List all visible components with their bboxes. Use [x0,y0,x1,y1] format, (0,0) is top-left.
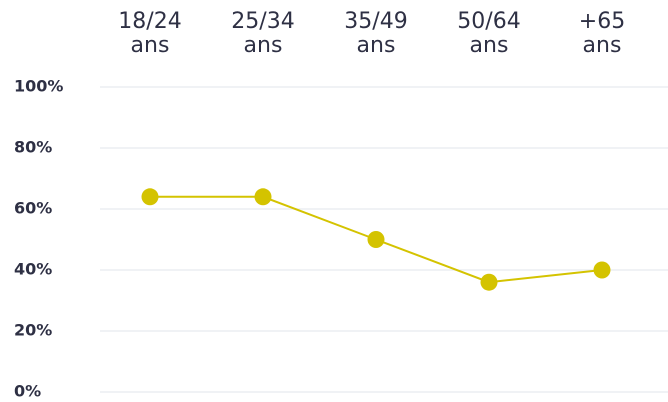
x-tick-label-line: 50/64 [457,9,520,34]
x-tick-label-line: 35/49 [344,9,407,34]
x-tick-label-line: 25/34 [231,9,294,34]
y-tick-label: 40% [14,260,52,279]
x-tick-label-line: ans [583,33,622,58]
y-tick-label: 60% [14,199,52,218]
x-tick-label: 18/24 ans [118,9,181,58]
x-tick-label: 35/49 ans [344,9,407,58]
point [141,188,159,206]
point [593,261,611,279]
point [480,273,498,291]
point [367,231,385,248]
x-tick-label-line: +65 [579,9,625,34]
y-tick-label: 0% [14,382,41,401]
y-tick-label: 80% [14,138,52,157]
y-tick-label: 100% [14,77,63,96]
y-tick-label: 20% [14,321,52,340]
x-tick-label-line: ans [357,33,396,58]
x-tick-label-line: ans [470,33,509,58]
x-tick-label: 50/64 ans [457,9,520,58]
point [254,188,272,206]
x-tick-label-line: ans [131,33,170,58]
x-tick-label: +65 ans [579,9,625,58]
x-tick-label-line: 18/24 [118,9,181,34]
x-tick-label-line: ans [244,33,283,58]
x-tick-label: 25/34 ans [231,9,294,58]
